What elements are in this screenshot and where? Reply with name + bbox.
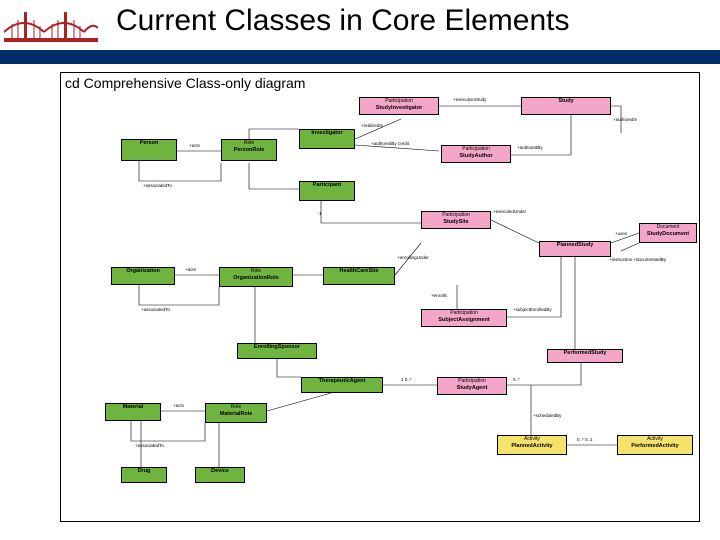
- diagram-caption: cd Comprehensive Class-only diagram: [65, 75, 305, 91]
- edge-label: +associatedTo: [143, 183, 172, 188]
- edge-label: +enrolls: [431, 293, 447, 298]
- class-subjectAssignment: ParticipationSubjectAssignment: [421, 309, 507, 327]
- class-orgRole: RoleOrganizationRole: [219, 267, 293, 287]
- edge-label: +associatedTo: [135, 443, 164, 448]
- class-performedStudy: PerformedStudy: [547, 349, 623, 363]
- diagram-canvas: cd Comprehensive Class-only diagram Part…: [60, 72, 700, 522]
- class-personRole: RolePersonRole: [221, 139, 277, 161]
- class-studySite: ParticipationStudySite: [421, 211, 491, 229]
- edge-label: +authoredBy: [517, 145, 543, 150]
- edge-label: +acts: [189, 143, 200, 148]
- edge-label: +acts: [185, 267, 196, 272]
- edge-label: +executionStudy: [453, 97, 486, 102]
- class-investigator: Investigator: [299, 129, 355, 149]
- edge-label: +realizedIn: [361, 123, 383, 128]
- bridge-logo: [4, 8, 98, 46]
- class-person: Person: [121, 139, 177, 161]
- class-therapeuticAgent: TherapeuticAgent: [301, 377, 383, 393]
- class-participant: Participant: [299, 181, 355, 201]
- class-materialRole: RoleMaterialRole: [205, 403, 267, 423]
- class-performedActivity: ActivityPerformedActivity: [617, 435, 693, 455]
- edge-label: +subjectEnrolledBy: [513, 307, 552, 312]
- class-document: DocumentStudyDocument: [639, 223, 697, 243]
- edge-label: +instruction +documentedBy: [609, 257, 666, 262]
- edge-label: 0..*: [513, 377, 520, 382]
- class-studyInvestigator: ParticipationStudyInvestigator: [359, 97, 439, 115]
- class-studyAgent: ParticipationStudyAgent: [437, 377, 507, 395]
- page-title: Current Classes in Core Elements: [116, 4, 570, 38]
- class-drug: Drug: [121, 467, 167, 483]
- edge-label: +enrollingUnder: [397, 255, 429, 260]
- class-healthCareSite: HealthCareSite: [323, 267, 395, 285]
- edge-label: +executedUnder: [493, 209, 526, 214]
- class-material: Material: [105, 403, 161, 421]
- edge-label: +authoredBy credit: [371, 141, 409, 146]
- edge-label: +acts: [173, 403, 184, 408]
- class-device: Device: [195, 467, 245, 483]
- class-plannedStudy: PlannedStudy: [539, 241, 611, 257]
- class-study: Study: [521, 97, 611, 115]
- edge-label: 1 0..*: [401, 377, 412, 382]
- edge-label: 0..* 0..1: [577, 437, 593, 442]
- edge-label: +scheduledBy: [533, 413, 561, 418]
- edge-label: 1: [319, 211, 322, 216]
- class-enrollingSponsor: EnrollingSponsor: [237, 343, 317, 359]
- class-studyAuthor: ParticipationStudyAuthor: [441, 145, 511, 163]
- edge-label: +associatedTo: [141, 307, 170, 312]
- header-bar: [0, 50, 720, 64]
- edge-label: +authoredIn: [613, 117, 637, 122]
- edge-label: +uses: [615, 231, 627, 236]
- class-organization: Organization: [111, 267, 175, 285]
- class-plannedActivity: ActivityPlannedActivity: [497, 435, 567, 455]
